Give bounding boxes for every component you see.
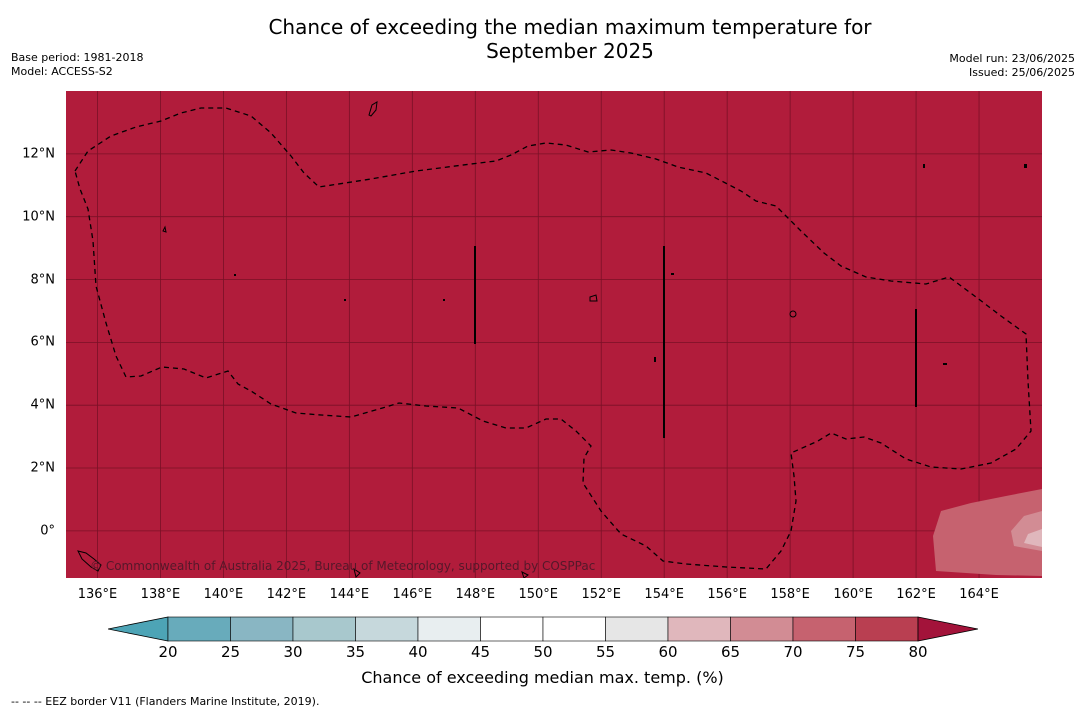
colorbar-segment (480, 616, 544, 642)
island-outline (589, 294, 598, 302)
colorbar-over-arrow (917, 616, 978, 642)
island-dot (943, 363, 947, 365)
islands-small (234, 164, 1027, 365)
latitude-tick-label: 4°N (30, 397, 56, 413)
colorbar-tick-label: 60 (658, 643, 678, 661)
island-outline (162, 225, 167, 233)
longitude-tick-label: 158°E (770, 587, 810, 602)
islands (77, 101, 797, 578)
contour-65 (1024, 529, 1042, 547)
colorbar-segment (667, 616, 731, 642)
colorbar-tick-label: 65 (720, 643, 741, 661)
colorbar-label: Chance of exceeding median max. temp. (%… (361, 668, 724, 687)
colorbar (108, 616, 978, 642)
probability-contours (933, 489, 1042, 576)
eez-footnote: -- -- -- EEZ border V11 (Flanders Marine… (11, 695, 320, 708)
longitude-tick-label: 140°E (203, 587, 244, 602)
colorbar-segment (855, 616, 919, 642)
colorbar-segment (605, 616, 669, 642)
latitude-tick-label: 2°N (30, 460, 56, 476)
colorbar-tick-label: 55 (595, 643, 616, 661)
island-dot (923, 164, 925, 168)
title-line-2: September 2025 (486, 39, 654, 63)
colorbar-segment (792, 616, 856, 642)
colorbar-tick-label: 35 (345, 643, 366, 661)
longitude-tick-label: 142°E (266, 587, 307, 602)
island-outline (353, 567, 361, 578)
model-run: Model run: 23/06/2025 (949, 52, 1075, 65)
title-line-1: Chance of exceeding the median maximum t… (268, 15, 872, 39)
colorbar-tick-label: 20 (158, 643, 178, 661)
forecast-map: © Commonwealth of Australia 2025, Bureau… (66, 91, 1042, 578)
colorbar-segment (542, 616, 606, 642)
island-dot (443, 299, 445, 301)
colorbar-segment (167, 616, 231, 642)
longitude-tick-label: 148°E (455, 587, 496, 602)
copyright-notice: © Commonwealth of Australia 2025, Bureau… (90, 559, 595, 573)
island-outline (77, 550, 102, 572)
island-outline (368, 101, 378, 117)
island-dot (1024, 164, 1027, 168)
colorbar-tick-label: 45 (470, 643, 491, 661)
meta-right: Model run: 23/06/2025 Issued: 25/06/2025 (949, 52, 1075, 80)
base-period: Base period: 1981-2018 (11, 51, 144, 64)
longitude-tick-label: 160°E (833, 587, 873, 602)
longitude-tick-label: 150°E (518, 587, 559, 602)
longitude-tick-label: 136°E (77, 587, 118, 602)
longitude-tick-label: 152°E (581, 587, 621, 602)
latitude-tick-label: 6°N (30, 334, 56, 350)
island-dot (344, 299, 346, 301)
contour-75 (933, 489, 1042, 576)
latitude-tick-label: 12°N (22, 146, 55, 162)
colorbar-segment (417, 616, 481, 642)
colorbar-tick-label: 50 (533, 643, 553, 661)
colorbar-segment (230, 616, 294, 642)
longitude-tick-label: 164°E (959, 587, 999, 602)
island-dot (234, 274, 236, 276)
longitude-tick-label: 138°E (140, 587, 181, 602)
latitude-tick-label: 10°N (22, 209, 55, 225)
colorbar-under-arrow (108, 616, 169, 642)
issued-date: Issued: 25/06/2025 (968, 66, 1075, 79)
island-outline (789, 310, 797, 318)
island-dot (671, 273, 674, 275)
colorbar-segment (730, 616, 794, 642)
colorbar-segment (292, 616, 356, 642)
colorbar-tick-label: 70 (783, 643, 803, 661)
island-dot (654, 357, 656, 362)
longitude-tick-label: 162°E (896, 587, 936, 602)
colorbar-tick-label: 25 (220, 643, 241, 661)
longitude-tick-label: 146°E (392, 587, 433, 602)
latitude-tick-label: 8°N (30, 272, 56, 288)
colorbar-tick-label: 80 (908, 643, 928, 661)
probability-field (66, 91, 1042, 578)
meta-left: Base period: 1981-2018 Model: ACCESS-S2 (11, 51, 143, 79)
colorbar-segment (355, 616, 419, 642)
colorbar-tick-label: 40 (408, 643, 428, 661)
latitude-tick-label: 0° (40, 523, 55, 539)
longitude-tick-label: 144°E (329, 587, 370, 602)
island-outline (521, 571, 529, 578)
eez-border (74, 107, 1032, 570)
chart-title: Chance of exceeding the median maximum t… (0, 15, 1085, 63)
meridian-markers (474, 246, 917, 438)
longitude-tick-label: 156°E (707, 587, 747, 602)
model-name: Model: ACCESS-S2 (11, 65, 113, 78)
colorbar-tick-label: 75 (845, 643, 866, 661)
colorbar-tick-label: 30 (283, 643, 303, 661)
longitude-tick-label: 154°E (644, 587, 684, 602)
